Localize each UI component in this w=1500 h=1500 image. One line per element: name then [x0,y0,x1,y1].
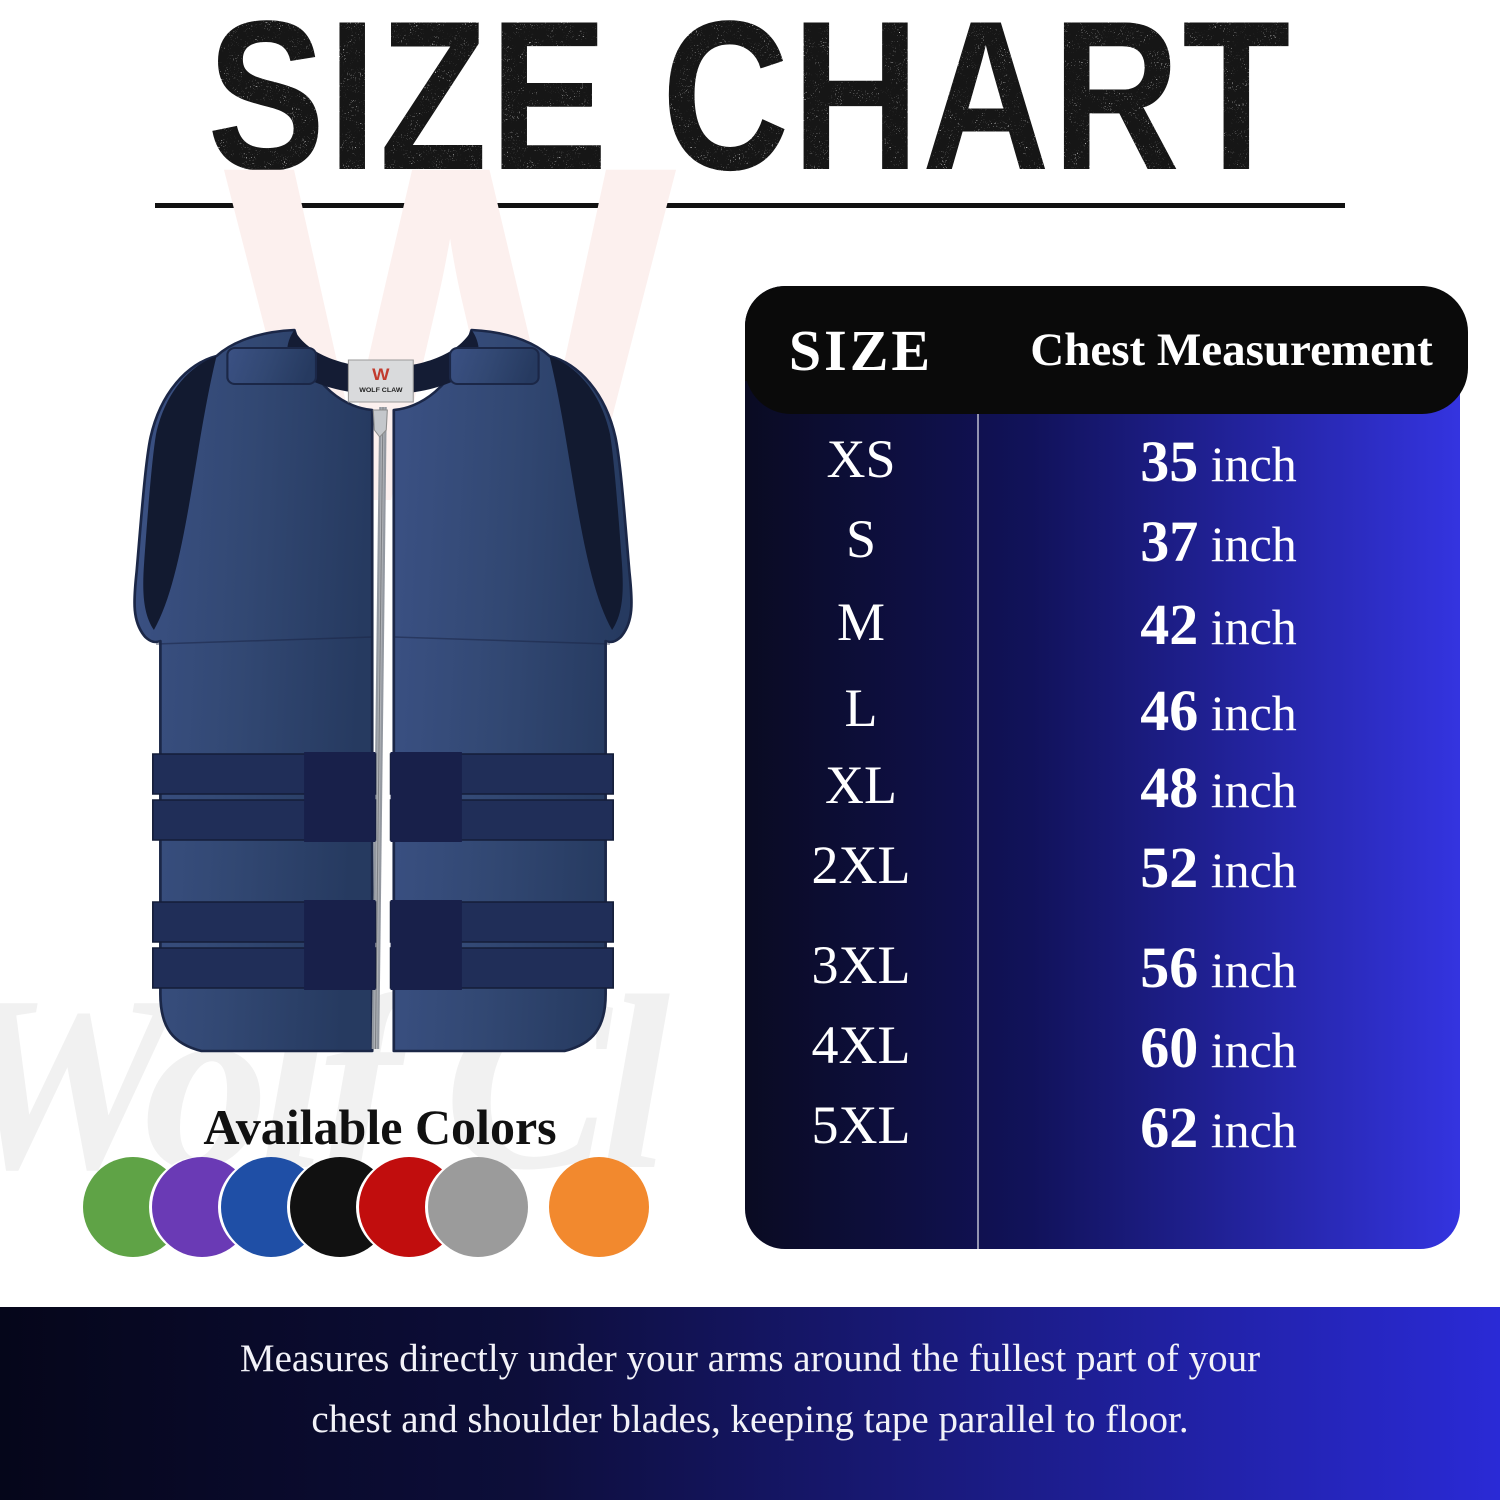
svg-text:W: W [372,365,390,384]
svg-text:WOLF CLAW: WOLF CLAW [359,387,403,394]
